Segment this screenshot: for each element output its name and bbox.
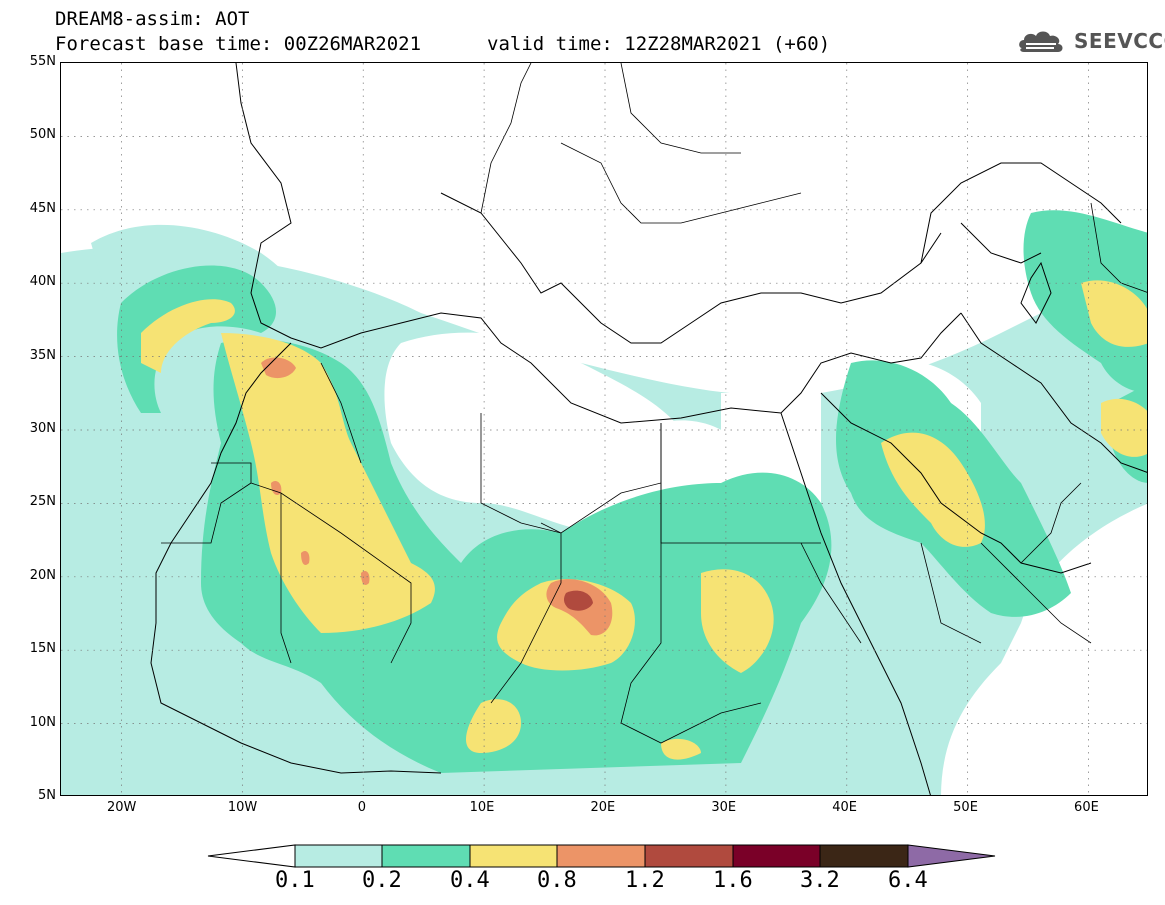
colorbar-swatch <box>732 844 821 868</box>
colorbar-label: 0.2 <box>362 868 402 893</box>
lat-label: 25N <box>29 494 56 510</box>
lon-label: 50E <box>953 800 978 815</box>
lat-label: 45N <box>29 200 56 216</box>
lon-label: 60E <box>1074 800 1099 815</box>
colorbar-label: 1.6 <box>713 868 753 893</box>
map-grid <box>61 63 1147 795</box>
aot-level-12 <box>563 590 593 611</box>
colorbar-swatch <box>381 844 471 868</box>
colorbar-label: 6.4 <box>888 868 928 893</box>
colorbar-swatch <box>294 844 383 868</box>
lat-label: 40N <box>29 274 56 290</box>
colorbar-under-arrow <box>207 844 296 868</box>
colorbar-label: 0.4 <box>450 868 490 893</box>
colorbar-swatch <box>556 844 646 868</box>
lat-label: 50N <box>29 127 56 143</box>
lon-label: 0 <box>357 800 366 815</box>
coastlines <box>150 63 1147 795</box>
lat-label: 5N <box>38 788 56 803</box>
colorbar-label: 0.1 <box>275 868 315 893</box>
country-borders <box>161 63 1147 744</box>
lon-label: 20W <box>106 800 137 815</box>
lon-label: 10W <box>227 800 258 815</box>
lat-label: 55N <box>29 54 56 69</box>
map-area <box>60 62 1148 796</box>
lat-label: 10N <box>29 714 56 730</box>
colorbar-swatch <box>819 844 909 868</box>
lon-label: 40E <box>832 800 858 815</box>
colorbar-swatch <box>469 844 558 868</box>
colorbar-over-arrow <box>907 844 996 868</box>
lat-label: 15N <box>29 641 56 657</box>
colorbar-label: 0.8 <box>537 868 577 893</box>
map-title: DREAM8-assim: AOT <box>55 8 250 30</box>
cloud-icon <box>1019 31 1063 52</box>
lon-label: 30E <box>711 800 737 815</box>
aot-map <box>61 63 1147 795</box>
logo-text: SEEVCCC <box>1074 29 1165 53</box>
lat-label: 20N <box>29 567 56 583</box>
lon-label: 20E <box>590 800 616 815</box>
lat-label: 30N <box>29 421 56 436</box>
lat-label: 35N <box>29 347 56 363</box>
colorbar <box>207 844 996 868</box>
colorbar-label: 1.2 <box>625 868 665 893</box>
forecast-base-time: Forecast base time: 00Z26MAR2021 <box>55 33 422 55</box>
lon-label: 10E <box>469 800 495 815</box>
valid-time: valid time: 12Z28MAR2021 (+60) <box>487 33 831 55</box>
colorbar-swatch <box>644 844 734 868</box>
colorbar-label: 3.2 <box>800 868 840 893</box>
